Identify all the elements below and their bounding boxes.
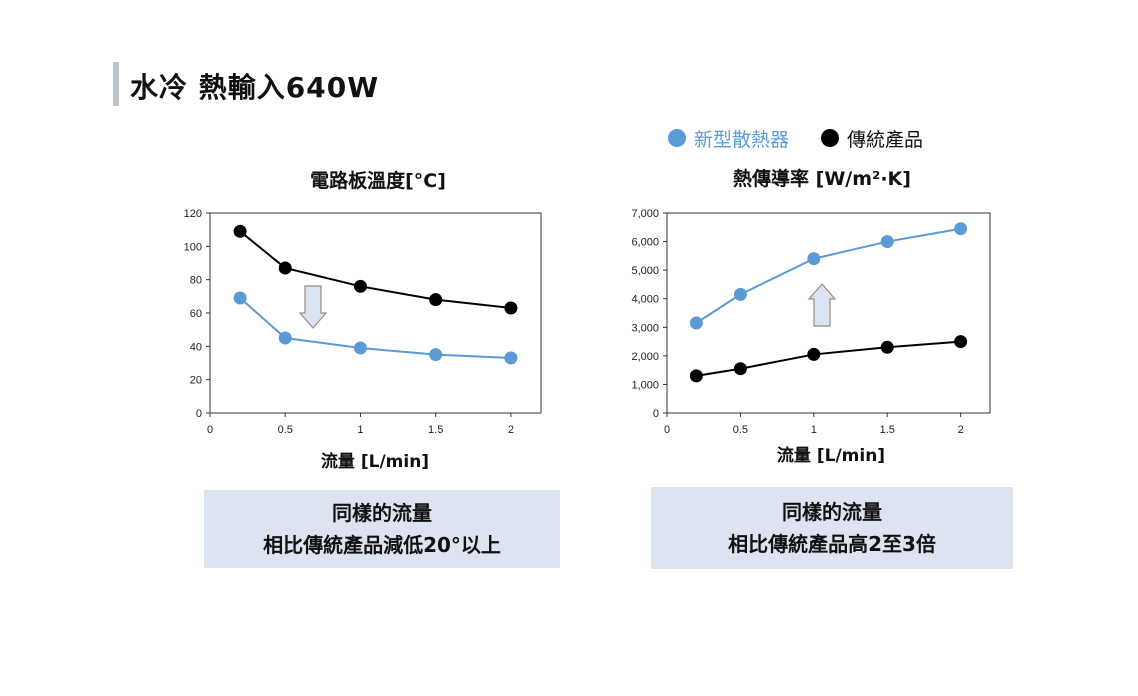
chart1-down-arrow (298, 285, 328, 329)
legend-marker-traditional (821, 129, 840, 147)
chart1-ytick-label: 60 (190, 308, 202, 320)
chart2-note-line1: 同樣的流量 (782, 500, 882, 524)
chart2-ytick-label: 3,000 (631, 322, 659, 334)
chart1-data-point (278, 261, 292, 275)
chart1-ytick-label: 40 (190, 341, 202, 353)
chart1-note-line1: 同樣的流量 (332, 501, 432, 525)
chart2-data-point (954, 222, 968, 236)
chart2-data-point (807, 347, 821, 361)
chart1-data-point (233, 291, 247, 305)
chart1-note: 同樣的流量 相比傳統產品減低20°以上 (204, 490, 560, 568)
chart1-data-point (429, 348, 443, 362)
legend-marker-new (668, 129, 686, 147)
chart1-data-point (504, 301, 518, 315)
chart2-ytick-label: 7,000 (631, 208, 659, 220)
chart2-up-arrow (807, 283, 837, 327)
chart2-xtick-label: 1 (811, 424, 817, 436)
legend-label-new: 新型散熱器 (694, 128, 790, 151)
chart1-data-point (353, 341, 367, 355)
chart1-xlabel: 流量 [L/min] (320, 452, 430, 472)
chart2-xtick-label: 0.5 (733, 424, 748, 436)
chart2-data-point (733, 362, 747, 376)
chart1-ytick-label: 120 (184, 208, 202, 220)
chart1-xtick-label: 1.5 (428, 424, 443, 436)
chart1-xtick-label: 2 (508, 424, 514, 436)
chart2-ytick-label: 5,000 (631, 265, 659, 277)
chart1-data-point (278, 331, 292, 345)
chart2-data-point (954, 335, 968, 349)
title-accent-bar (113, 62, 119, 106)
chart2-ytick-label: 6,000 (631, 237, 659, 249)
chart1-note-line2: 相比傳統產品減低20°以上 (263, 533, 501, 557)
chart1-ytick-label: 20 (190, 375, 202, 387)
chart2-ytick-label: 1,000 (631, 379, 659, 391)
chart2-title: 熱傳導率 [W/m²·K] (733, 168, 911, 190)
chart2-xtick-label: 2 (958, 424, 964, 436)
legend-item-new: 新型散熱器 (668, 125, 789, 152)
page-title: 水冷 熱輸入640W (130, 71, 380, 104)
chart1-xtick-label: 1 (357, 424, 363, 436)
chart2-note: 同樣的流量 相比傳統產品高2至3倍 (651, 487, 1013, 569)
chart2-ytick-label: 4,000 (631, 294, 659, 306)
chart1-data-point (233, 224, 247, 238)
chart2-data-point (733, 287, 747, 301)
chart1-title: 電路板溫度[°C] (310, 170, 446, 192)
legend-item-traditional: 傳統產品 (821, 125, 923, 152)
chart2-data-point (689, 316, 703, 330)
chart1-data-point (429, 293, 443, 307)
legend-label-traditional: 傳統產品 (847, 128, 924, 151)
chart1-ytick-label: 100 (184, 241, 202, 253)
legend: 新型散熱器 傳統產品 (668, 124, 955, 152)
chart2-xtick-label: 1.5 (880, 424, 895, 436)
chart2-data-point (689, 369, 703, 383)
chart2-note-line2: 相比傳統產品高2至3倍 (728, 532, 936, 556)
chart2-xlabel: 流量 [L/min] (776, 446, 886, 466)
chart2-data-point (807, 252, 821, 266)
chart1-ytick-label: 0 (196, 408, 202, 420)
chart1-xtick-label: 0 (207, 424, 213, 436)
chart2-data-point (880, 235, 894, 249)
chart1-xtick-label: 0.5 (278, 424, 293, 436)
chart1-data-point (504, 351, 518, 365)
chart2-ytick-label: 2,000 (631, 351, 659, 363)
chart1-ytick-label: 80 (190, 275, 202, 287)
chart2-data-point (880, 340, 894, 354)
chart2-xtick-label: 0 (664, 424, 670, 436)
chart2-plot-frame (666, 212, 991, 414)
chart2-ytick-label: 0 (653, 408, 659, 420)
chart1-data-point (353, 279, 367, 293)
